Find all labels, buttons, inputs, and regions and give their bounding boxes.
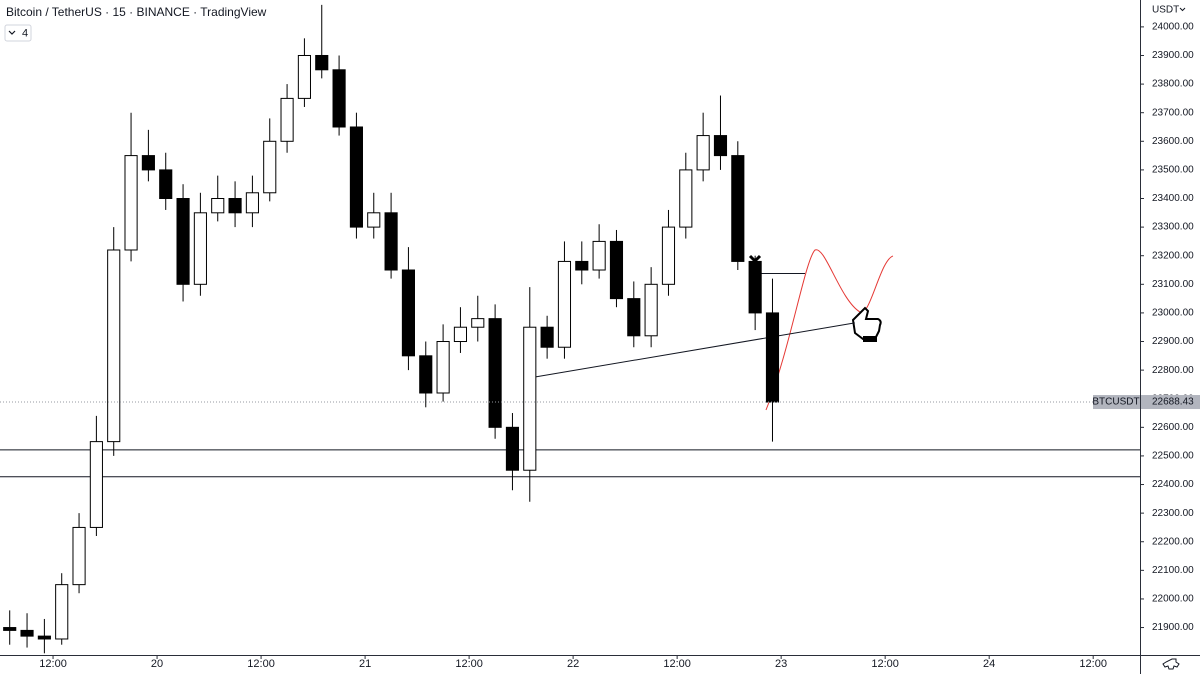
- y-tick-label: 23300.00: [1152, 222, 1194, 233]
- y-tick-label: 22400.00: [1152, 479, 1194, 490]
- y-tick-label: 22100.00: [1152, 565, 1194, 576]
- y-tick-label: 23700.00: [1152, 107, 1194, 118]
- y-tick-label: 22900.00: [1152, 336, 1194, 347]
- y-tick-label: 22500.00: [1152, 451, 1194, 462]
- candle-body: [349, 126, 363, 228]
- candle-body: [731, 155, 745, 262]
- candle-body: [661, 226, 676, 285]
- x-tick-label: 20: [151, 658, 163, 670]
- indicator-toggle[interactable]: 4: [4, 24, 32, 42]
- x-tick-label: 24: [983, 658, 995, 670]
- candle-body: [193, 212, 207, 285]
- candle-body: [679, 169, 693, 228]
- y-tick-label: 23800.00: [1152, 79, 1194, 90]
- candle-body: [713, 135, 728, 157]
- last-price-label: 22688.43: [1152, 397, 1194, 408]
- y-tick-label: 22800.00: [1152, 365, 1194, 376]
- x-tick-label: 23: [775, 658, 787, 670]
- currency-menu[interactable]: USDT: [1152, 5, 1186, 16]
- candle-body: [609, 240, 624, 300]
- candle-body: [228, 198, 242, 214]
- x-tick-label: 12:00: [247, 658, 275, 670]
- candle-body: [176, 198, 190, 285]
- candle-body: [540, 326, 554, 348]
- candle-body: [575, 260, 589, 271]
- y-tick-label: 23100.00: [1152, 279, 1194, 290]
- currency-label: USDT: [1152, 5, 1179, 16]
- x-tick-label: 22: [567, 658, 579, 670]
- candle-body: [401, 269, 415, 357]
- candle-body: [89, 441, 103, 528]
- candle-body: [332, 69, 346, 128]
- x-tick-label: 12:00: [455, 658, 483, 670]
- last-price-tag: [1141, 395, 1200, 410]
- candle-body: [141, 155, 155, 171]
- candle-body: [419, 355, 433, 394]
- x-tick-label: 21: [359, 658, 371, 670]
- candle-body: [55, 584, 69, 640]
- settings-icon[interactable]: [1162, 658, 1180, 670]
- candle-body: [211, 198, 225, 214]
- x-tick-label: 12:00: [871, 658, 899, 670]
- x-tick-label: 12:00: [1079, 658, 1107, 670]
- candle-body: [107, 249, 121, 443]
- candle-body: [367, 212, 381, 228]
- candle-body: [72, 526, 86, 586]
- candle-body: [644, 283, 658, 337]
- hand-icon: [851, 306, 882, 342]
- y-tick-label: 21900.00: [1152, 622, 1194, 633]
- symbol-tag: [1093, 395, 1140, 410]
- candle-body: [124, 155, 138, 251]
- candle-body: [20, 629, 34, 637]
- y-tick-label: 22600.00: [1152, 422, 1194, 433]
- candle-body: [505, 426, 520, 471]
- y-tick-label: 22000.00: [1152, 594, 1194, 605]
- candle-body: [297, 54, 311, 99]
- x-tick-label: 12:00: [39, 658, 67, 670]
- candle-body: [280, 97, 294, 142]
- candle-body: [245, 192, 259, 214]
- candle-body: [384, 212, 398, 271]
- candle-body: [315, 54, 329, 71]
- freehand-path: [765, 249, 894, 411]
- candle-body: [748, 260, 762, 314]
- y-tick-label: 22200.00: [1152, 536, 1194, 547]
- candle-body: [453, 326, 468, 343]
- candle-body: [765, 312, 780, 403]
- candle-body: [523, 326, 537, 471]
- candle-body: [37, 635, 51, 640]
- candle-body: [488, 318, 502, 428]
- candle-body: [557, 260, 572, 348]
- candle-body: [627, 298, 641, 337]
- candle-body: [159, 169, 173, 200]
- symbol-title: Bitcoin / TetherUS · 15 · BINANCE · Trad…: [6, 5, 267, 19]
- y-tick-label: 23900.00: [1152, 50, 1194, 61]
- trend-line: [534, 322, 855, 378]
- y-tick-label: 23400.00: [1152, 193, 1194, 204]
- x-tick-label: 12:00: [663, 658, 691, 670]
- candle-body: [3, 627, 17, 631]
- candle-body: [592, 240, 606, 271]
- y-tick-label: 23200.00: [1152, 250, 1194, 261]
- y-tick-label: 24000.00: [1152, 22, 1194, 33]
- y-tick-label: 23600.00: [1152, 136, 1194, 147]
- candle-body: [471, 318, 485, 328]
- candle-body: [436, 341, 450, 394]
- symbol-tag-label: BTCUSDT: [1092, 397, 1139, 408]
- indicator-count: 4: [22, 27, 28, 39]
- candle-body: [263, 140, 277, 194]
- candle-body: [696, 135, 710, 171]
- y-tick-label: 23000.00: [1152, 308, 1194, 319]
- y-tick-label: 22300.00: [1152, 508, 1194, 519]
- y-tick-label: 23500.00: [1152, 165, 1194, 176]
